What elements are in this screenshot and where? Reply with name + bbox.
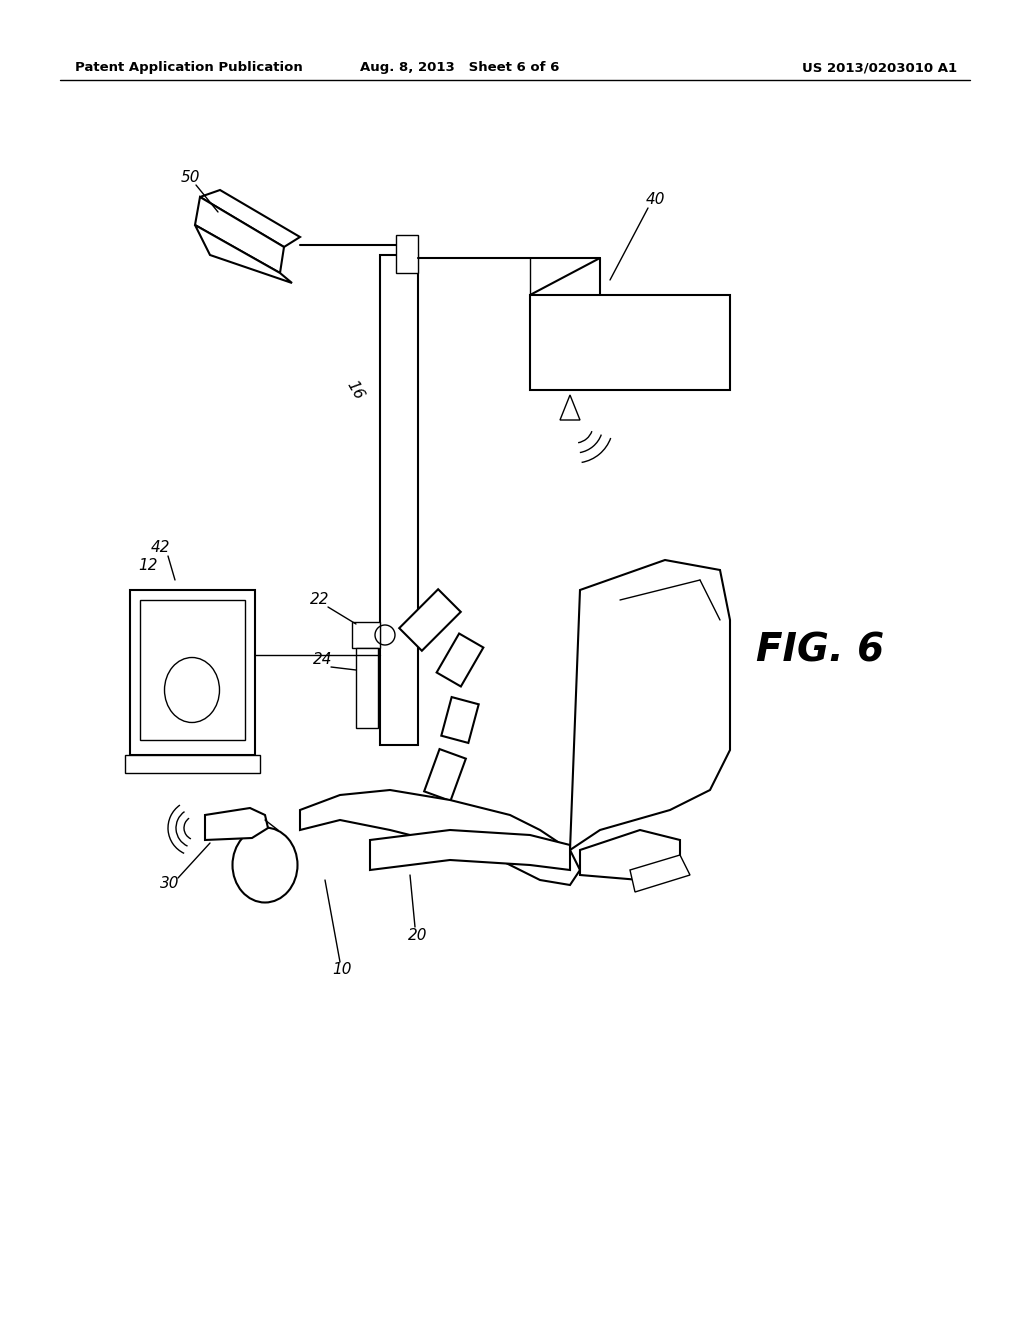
Bar xyxy=(140,601,245,741)
Text: 10: 10 xyxy=(332,962,352,978)
Polygon shape xyxy=(195,224,292,282)
Bar xyxy=(380,255,418,744)
Text: 22: 22 xyxy=(310,593,330,607)
Bar xyxy=(125,755,260,774)
Bar xyxy=(352,622,380,648)
Text: Patent Application Publication: Patent Application Publication xyxy=(75,62,303,74)
Text: Aug. 8, 2013   Sheet 6 of 6: Aug. 8, 2013 Sheet 6 of 6 xyxy=(360,62,560,74)
Bar xyxy=(530,294,730,389)
Text: FIG. 6: FIG. 6 xyxy=(756,631,884,669)
Text: 50: 50 xyxy=(180,170,200,186)
Polygon shape xyxy=(424,748,466,801)
Text: 30: 30 xyxy=(160,875,180,891)
Bar xyxy=(356,648,378,729)
Polygon shape xyxy=(205,808,268,840)
Polygon shape xyxy=(300,789,580,884)
Text: 16: 16 xyxy=(344,378,367,403)
Polygon shape xyxy=(570,560,730,850)
Text: US 2013/0203010 A1: US 2013/0203010 A1 xyxy=(803,62,957,74)
Polygon shape xyxy=(370,830,570,870)
Polygon shape xyxy=(560,395,580,420)
Polygon shape xyxy=(399,589,461,651)
Polygon shape xyxy=(630,855,690,892)
Polygon shape xyxy=(195,197,284,273)
Text: 42: 42 xyxy=(151,540,170,556)
Polygon shape xyxy=(413,797,452,842)
Text: 40: 40 xyxy=(645,193,665,207)
Ellipse shape xyxy=(232,828,298,903)
Bar xyxy=(396,235,418,273)
Text: 12: 12 xyxy=(138,557,158,573)
Text: 20: 20 xyxy=(409,928,428,942)
Text: 24: 24 xyxy=(313,652,333,668)
Polygon shape xyxy=(580,830,680,880)
Polygon shape xyxy=(436,634,483,686)
Polygon shape xyxy=(441,697,478,743)
Polygon shape xyxy=(200,190,300,247)
Bar xyxy=(130,590,255,755)
